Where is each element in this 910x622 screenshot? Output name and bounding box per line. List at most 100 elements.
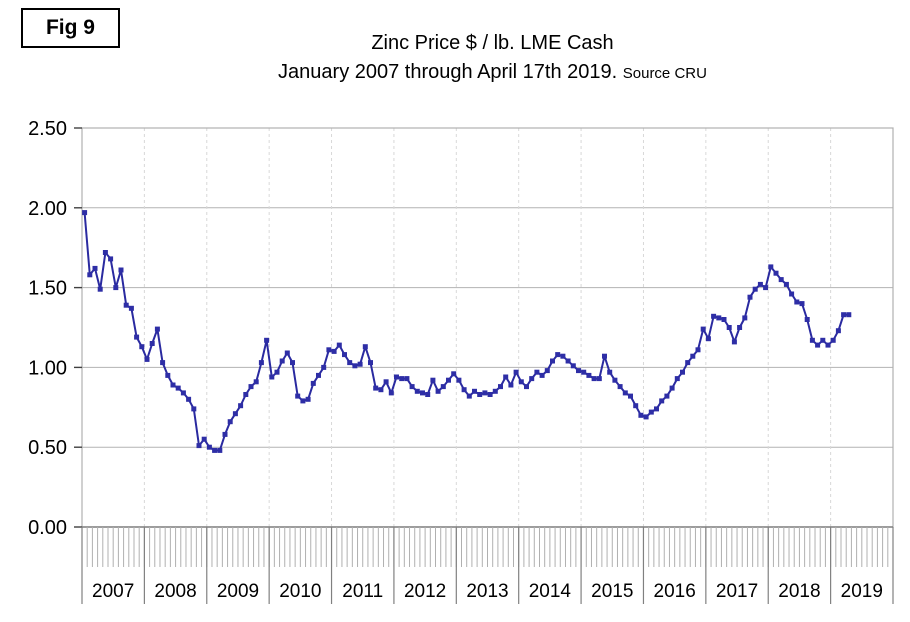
data-point-marker	[430, 377, 436, 383]
data-point-marker	[316, 372, 321, 378]
data-point-marker	[482, 390, 488, 396]
data-point-marker	[799, 301, 805, 307]
data-point-marker	[825, 342, 831, 348]
data-point-marker	[196, 443, 202, 449]
data-point-marker	[113, 285, 119, 291]
data-point-marker	[399, 376, 405, 382]
data-point-marker	[186, 396, 192, 402]
x-axis-year-label: 2007	[92, 581, 134, 602]
x-axis-year-label: 2010	[279, 581, 321, 602]
data-point-marker	[591, 376, 597, 382]
data-point-marker	[409, 384, 415, 390]
data-point-marker	[326, 347, 332, 353]
data-point-marker	[550, 358, 555, 364]
data-point-marker	[809, 337, 815, 343]
data-point-marker	[492, 388, 498, 394]
data-point-marker	[555, 352, 561, 358]
data-point-marker	[87, 272, 93, 278]
data-point-marker	[368, 360, 373, 366]
data-point-marker	[576, 368, 581, 374]
data-point-marker	[206, 444, 212, 450]
x-axis-year-label: 2013	[466, 581, 508, 602]
data-point-marker	[773, 270, 779, 276]
data-point-marker	[664, 393, 670, 399]
data-point-marker	[565, 358, 571, 364]
data-point-marker	[737, 325, 743, 330]
data-point-marker	[539, 372, 545, 378]
data-point-marker	[373, 385, 379, 391]
x-axis-year-label: 2015	[591, 581, 633, 602]
x-axis-year-label: 2017	[716, 581, 758, 602]
data-point-marker	[570, 363, 576, 369]
data-point-marker	[820, 337, 826, 343]
data-point-marker	[160, 360, 166, 366]
data-point-marker	[394, 374, 399, 380]
data-point-marker	[414, 388, 420, 394]
chart-subtitle-text: January 2007 through April 17th 2019.	[278, 61, 618, 83]
x-axis-year-label: 2018	[778, 581, 820, 602]
data-point-marker	[472, 388, 477, 394]
y-axis-tick-label: 1.00	[28, 357, 67, 379]
data-point-marker	[274, 369, 280, 375]
data-point-markers	[82, 210, 852, 453]
y-axis-tick-label: 0.50	[28, 437, 67, 459]
data-point-marker	[705, 336, 711, 342]
data-point-marker	[165, 372, 171, 378]
data-point-marker	[695, 347, 701, 353]
data-point-marker	[654, 406, 659, 412]
data-point-marker	[518, 379, 524, 385]
data-point-marker	[586, 372, 592, 378]
y-axis-tick-label: 2.00	[28, 198, 67, 220]
data-point-marker	[768, 264, 774, 270]
data-point-marker	[222, 431, 228, 437]
data-point-marker	[560, 353, 566, 359]
data-point-marker	[321, 364, 327, 370]
data-point-marker	[336, 342, 342, 348]
data-point-marker	[638, 412, 644, 418]
chart-title: Zinc Price $ / lb. LME Cash	[371, 32, 614, 54]
data-point-marker	[846, 312, 852, 318]
data-point-marker	[149, 341, 155, 346]
x-axis-year-label: 2008	[154, 581, 196, 602]
data-point-marker	[435, 388, 441, 394]
data-point-marker	[284, 350, 290, 356]
y-axis-tick-label: 0.00	[28, 517, 67, 539]
data-point-marker	[295, 393, 301, 399]
data-point-marker	[721, 317, 727, 322]
data-point-marker	[752, 286, 758, 292]
figure-number-label: Fig 9	[45, 16, 95, 39]
data-point-marker	[643, 414, 649, 420]
data-point-marker	[238, 403, 244, 409]
data-point-marker	[201, 436, 207, 442]
data-point-marker	[747, 294, 753, 300]
data-point-marker	[685, 360, 691, 366]
data-point-marker	[596, 376, 602, 382]
data-point-marker	[513, 369, 519, 375]
data-point-marker	[789, 291, 795, 297]
data-point-marker	[82, 210, 88, 216]
data-point-marker	[680, 369, 685, 375]
data-point-marker	[794, 299, 800, 305]
data-point-marker	[425, 392, 431, 397]
data-point-marker	[742, 315, 748, 321]
data-point-marker	[128, 305, 134, 311]
data-point-marker	[279, 358, 285, 364]
data-point-marker	[264, 337, 270, 343]
data-point-marker	[310, 380, 316, 386]
data-point-marker	[633, 403, 639, 409]
data-point-marker	[835, 328, 841, 334]
data-point-marker	[466, 393, 472, 399]
x-axis-year-label: 2016	[654, 581, 696, 602]
data-point-marker	[92, 265, 98, 271]
data-point-marker	[290, 360, 295, 366]
y-axis-tick-label: 2.50	[28, 118, 67, 140]
data-point-marker	[602, 353, 607, 359]
x-axis-year-label: 2019	[841, 581, 883, 602]
y-axis-tick-label: 1.50	[28, 278, 67, 300]
data-point-marker	[446, 377, 451, 383]
data-point-marker	[763, 285, 769, 291]
data-point-marker	[581, 369, 587, 375]
data-point-marker	[212, 447, 218, 453]
